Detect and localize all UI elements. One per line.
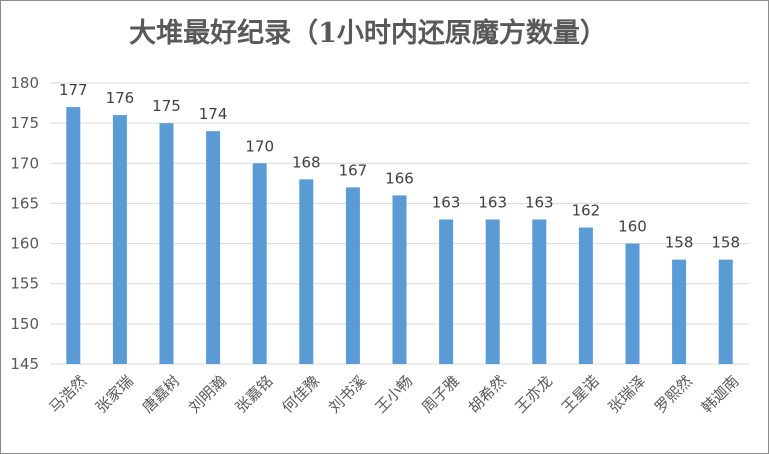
data-label: 160 — [618, 218, 647, 236]
data-label: 158 — [711, 234, 740, 252]
x-tick-label: 张瑞泽 — [605, 372, 650, 417]
x-tick-label: 韩迦南 — [698, 372, 743, 417]
data-label: 163 — [432, 193, 461, 211]
x-tick-label: 胡希然 — [465, 372, 510, 417]
y-tick-label: 175 — [10, 114, 39, 132]
bar — [718, 259, 733, 364]
x-tick-label: 王星诺 — [558, 372, 603, 417]
bar — [392, 195, 407, 364]
bar — [206, 131, 221, 364]
bar — [345, 187, 360, 364]
bar — [672, 259, 687, 364]
data-label: 168 — [292, 153, 321, 171]
x-tick-label: 王小畅 — [372, 372, 417, 417]
x-axis-ticks: 马浩然 张家瑞 唐嘉树 刘明瀚 张嘉铭 何佳豫 刘书溪 王小畅 周子雅 胡希然 王亦龙 王星诺 张瑞泽罗… — [45, 372, 742, 417]
y-tick-label: 145 — [10, 355, 39, 373]
bar — [439, 219, 454, 364]
data-label: 166 — [385, 169, 414, 187]
data-label: 175 — [152, 97, 181, 115]
data-label: 177 — [59, 81, 88, 99]
data-labels: 177 176 175 174 170 168 167 166 163 163 163 162 160 1… — [59, 81, 740, 252]
y-tick-label: 160 — [10, 235, 39, 253]
bars — [66, 107, 733, 365]
bar — [485, 219, 500, 364]
y-tick-label: 165 — [10, 194, 39, 212]
x-tick-label: 何佳豫 — [278, 372, 323, 417]
x-tick-label: 马浩然 — [45, 372, 90, 417]
bar — [252, 163, 267, 364]
bar — [159, 123, 174, 365]
x-tick-label: 张家瑞 — [92, 372, 137, 417]
data-label: 163 — [478, 193, 507, 211]
data-label: 170 — [245, 137, 274, 155]
data-label: 162 — [572, 202, 601, 220]
bar — [299, 179, 314, 364]
y-tick-label: 155 — [10, 275, 39, 293]
chart-title: 大堆最好纪录（1小时内还原魔方数量） — [129, 17, 607, 49]
x-tick-label: 唐嘉树 — [139, 372, 184, 417]
data-label: 163 — [525, 193, 554, 211]
x-tick-label: 周子雅 — [418, 372, 463, 417]
x-tick-label: 罗熙然 — [651, 372, 696, 417]
x-tick-label: 刘明瀚 — [185, 372, 230, 417]
data-label: 174 — [199, 105, 228, 123]
bar — [578, 227, 593, 364]
data-label: 158 — [665, 234, 694, 252]
bar — [625, 243, 640, 364]
bar — [66, 107, 81, 364]
x-tick-label: 刘书溪 — [325, 372, 370, 417]
data-label: 176 — [106, 89, 135, 107]
x-tick-label: 王亦龙 — [511, 372, 556, 417]
x-tick-label: 张嘉铭 — [232, 372, 277, 417]
data-label: 167 — [339, 161, 368, 179]
bar — [532, 219, 547, 364]
bar — [112, 115, 127, 364]
y-axis-ticks: 145 150 155 160 165 170 175 180 — [10, 74, 39, 373]
y-tick-label: 180 — [10, 74, 39, 92]
y-tick-label: 150 — [10, 315, 39, 333]
y-tick-label: 170 — [10, 154, 39, 172]
